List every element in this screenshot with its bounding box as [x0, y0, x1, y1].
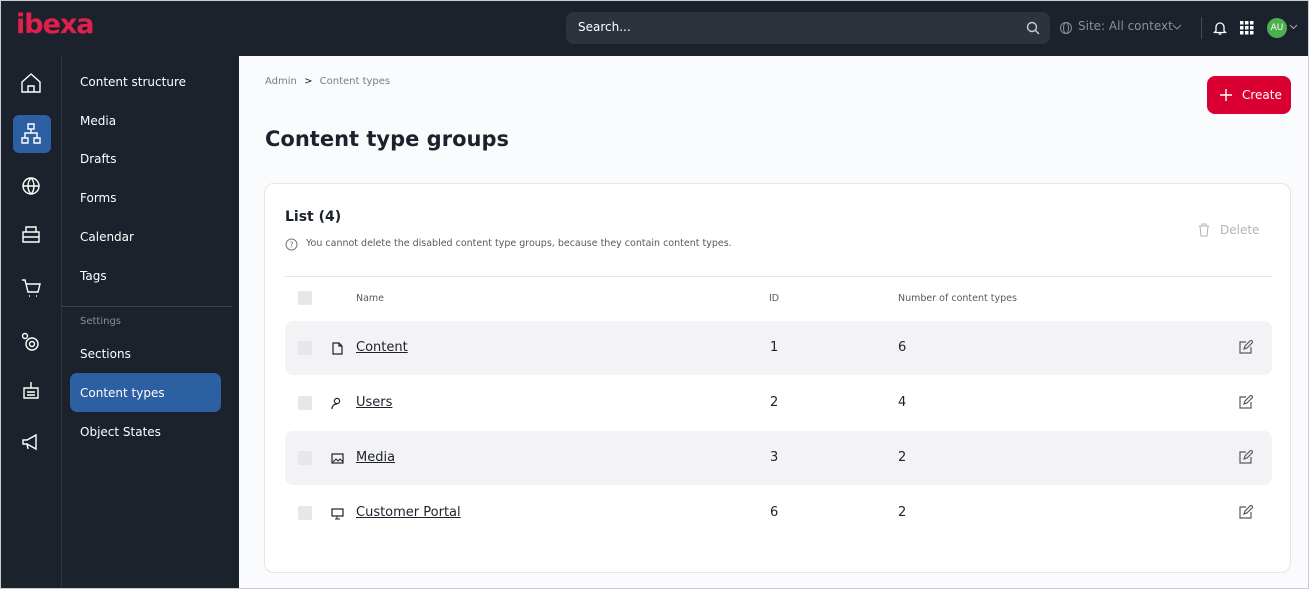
- content-type-count: 4: [898, 395, 907, 410]
- nav-item[interactable]: Tags: [80, 269, 107, 283]
- svg-text:?: ?: [289, 241, 293, 250]
- group-id: 6: [770, 505, 779, 520]
- search-box[interactable]: Search...: [566, 12, 1050, 44]
- list-card: List (4) ? You cannot delete the disable…: [264, 183, 1291, 573]
- sidebar: Content structure Media Drafts Forms Cal…: [61, 56, 239, 588]
- row-checkbox[interactable]: [298, 451, 312, 465]
- delete-button[interactable]: Delete: [1220, 223, 1260, 237]
- column-header: Number of content types: [898, 293, 1017, 304]
- create-label: Create: [1242, 88, 1282, 102]
- nav-item[interactable]: Sections: [80, 347, 131, 361]
- edit-button[interactable]: [1239, 395, 1253, 409]
- group-name-link[interactable]: Media: [356, 450, 396, 465]
- nav-item[interactable]: Content structure: [80, 75, 186, 89]
- target-icon[interactable]: [25, 337, 39, 351]
- cart-icon[interactable]: [22, 279, 41, 297]
- nav-item[interactable]: Drafts: [80, 152, 117, 166]
- edit-button[interactable]: [1239, 450, 1253, 464]
- nav-item[interactable]: Calendar: [80, 230, 134, 244]
- type-icon: [331, 397, 341, 410]
- group-id: 2: [770, 395, 779, 410]
- column-header: ID: [769, 293, 780, 304]
- logo[interactable]: ibexa: [16, 9, 95, 40]
- table-row: Media 3 2: [285, 431, 1272, 485]
- globe-icon: [1060, 22, 1072, 34]
- forms-icon[interactable]: [23, 382, 39, 399]
- group-name-link[interactable]: Users: [356, 395, 393, 410]
- home-icon[interactable]: [21, 73, 41, 93]
- table-row: Customer Portal 6 2: [285, 486, 1272, 540]
- separator: [62, 306, 232, 307]
- group-id: 3: [770, 450, 779, 465]
- page-title: Content type groups: [265, 127, 509, 151]
- group-name-link[interactable]: Customer Portal: [356, 505, 461, 520]
- search-placeholder: Search...: [578, 20, 631, 34]
- rail-icons: [13, 73, 51, 451]
- type-icon: [332, 342, 343, 355]
- top-bar: ibexa Search... Site: All context AU: [1, 1, 1308, 56]
- plus-icon: [1220, 89, 1232, 101]
- nav-item[interactable]: Object States: [80, 425, 161, 439]
- edit-button[interactable]: [1239, 505, 1253, 519]
- edit-button[interactable]: [1239, 340, 1253, 354]
- search-icon: [1026, 21, 1040, 35]
- bell-icon[interactable]: [1213, 20, 1227, 36]
- content-type-count: 2: [898, 450, 907, 465]
- nav-item[interactable]: Forms: [80, 191, 117, 205]
- site-selector[interactable]: Site: All context: [1078, 19, 1173, 33]
- nav-item-active[interactable]: Content types: [80, 386, 165, 400]
- row-checkbox[interactable]: [298, 506, 312, 520]
- avatar[interactable]: AU: [1267, 18, 1287, 38]
- apps-icon[interactable]: [1240, 21, 1254, 35]
- divider: [285, 276, 1272, 277]
- type-icon: [331, 453, 344, 464]
- create-button[interactable]: Create: [1207, 76, 1291, 114]
- breadcrumb-separator: >: [304, 76, 313, 87]
- chevron: [1172, 24, 1182, 30]
- row-checkbox[interactable]: [298, 341, 312, 355]
- trash-icon: [1199, 223, 1209, 237]
- breadcrumb-item[interactable]: Admin: [265, 76, 297, 87]
- icon-rail: [1, 56, 61, 588]
- content-type-count: 2: [898, 505, 907, 520]
- type-icon: [331, 508, 344, 520]
- list-title: List (4): [285, 209, 342, 225]
- group-name-link[interactable]: Content: [356, 340, 408, 355]
- column-header: Name: [356, 293, 385, 304]
- active-item-bg: [70, 373, 221, 412]
- help-icon: ?: [285, 238, 298, 251]
- active-icon-bg: [13, 115, 51, 153]
- section-label: Settings: [80, 316, 122, 327]
- breadcrumb-item: Content types: [319, 76, 391, 87]
- divider: [1201, 17, 1202, 39]
- table-row: Content 1 6: [285, 321, 1272, 375]
- nav-item[interactable]: Media: [80, 114, 117, 128]
- chevron: [1289, 24, 1298, 30]
- megaphone-icon[interactable]: [22, 433, 37, 451]
- catalog-icon[interactable]: [22, 226, 40, 243]
- content-type-count: 6: [898, 340, 907, 355]
- list-note: You cannot delete the disabled content t…: [306, 238, 732, 249]
- breadcrumb: Admin > Content types: [265, 76, 390, 87]
- group-id: 1: [770, 340, 779, 355]
- table-row: Users 2 4: [285, 376, 1272, 430]
- structure-icon[interactable]: [21, 123, 41, 144]
- select-all-checkbox[interactable]: [298, 291, 312, 305]
- row-checkbox[interactable]: [298, 396, 312, 410]
